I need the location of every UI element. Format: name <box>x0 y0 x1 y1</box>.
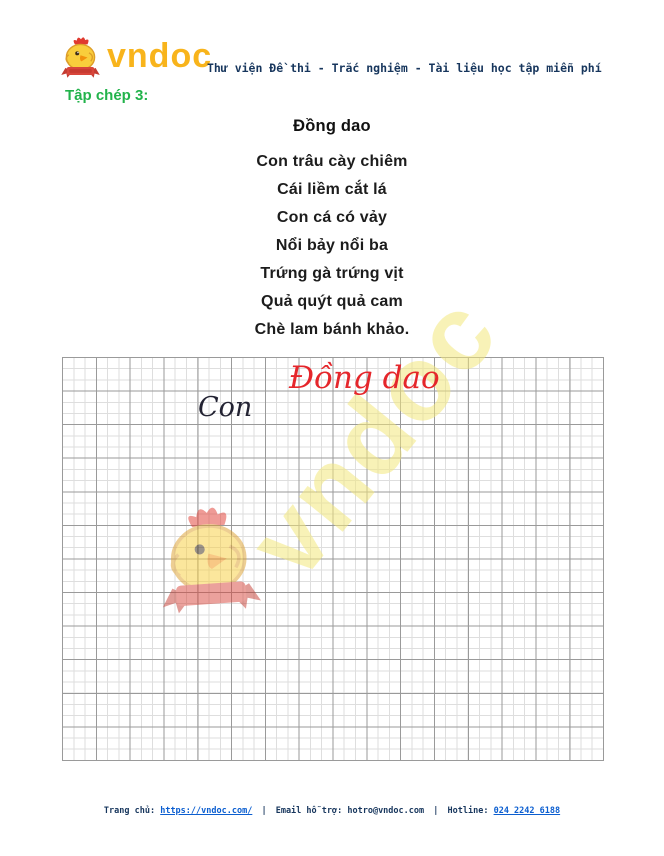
site-tagline: Thư viện Đề thi - Trắc nghiệm - Tài liệu… <box>207 61 602 75</box>
poem-block: Đồng dao Con trâu cày chiêm Cái liềm cắt… <box>0 116 664 344</box>
footer-email: hotro@vndoc.com <box>347 806 425 816</box>
footer-hotline-label: Hotline: <box>447 806 489 816</box>
footer-separator: | <box>261 806 267 816</box>
poem-line: Quả quýt quả cam <box>261 293 403 310</box>
lesson-label: Tập chép 3: <box>65 87 149 104</box>
logo-text: vndoc <box>107 36 213 75</box>
poem-line: Nổi bảy nổi ba <box>275 237 389 254</box>
handwriting-grid <box>62 357 604 761</box>
footer-hotline-link[interactable]: 024 2242 6188 <box>493 806 561 816</box>
footer-separator: | <box>433 806 439 816</box>
footer-home-label: Trang chủ: <box>103 806 156 816</box>
handwritten-title: Đồng dao <box>289 360 440 396</box>
chicken-mascot-icon <box>61 37 100 78</box>
poem-line: Cái liềm cắt lá <box>277 181 387 198</box>
footer: Trang chủ: https://vndoc.com/ | Email hỗ… <box>0 806 664 816</box>
poem-title: Đồng dao <box>293 117 371 135</box>
footer-email-label: Email hỗ trợ: <box>275 806 343 816</box>
poem-line: Con cá có vảy <box>276 209 388 226</box>
poem-line: Con trâu cày chiêm <box>256 153 408 170</box>
handwritten-word: Con <box>198 392 253 423</box>
poem-line: Trứng gà trứng vịt <box>260 265 404 282</box>
vndoc-logo: vndoc <box>57 35 212 82</box>
chicken-mascot-watermark-icon <box>162 507 262 614</box>
poem-line: Chè lam bánh khảo. <box>254 321 410 338</box>
footer-home-link[interactable]: https://vndoc.com/ <box>160 806 253 816</box>
